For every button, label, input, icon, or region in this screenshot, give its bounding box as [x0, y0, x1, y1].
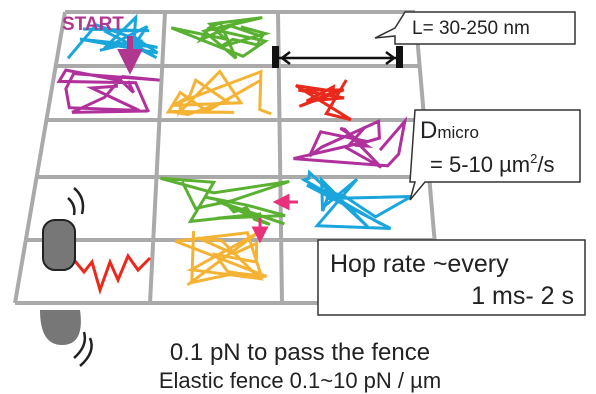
probe-shadow: [40, 310, 81, 345]
particle-probe: [43, 220, 75, 270]
dmicro-symbol: D: [420, 117, 437, 144]
length-end: [396, 46, 403, 68]
caption: 0.1 pN to pass the fence: [170, 339, 430, 366]
trajectory: [59, 70, 160, 112]
diagram: L= 30-250 nm Dmicro = 5-10 µm2/s Hop rat…: [0, 0, 596, 394]
trajectory: [70, 255, 150, 290]
start-label: START: [62, 14, 124, 35]
dmicro-exponent: 2: [530, 151, 537, 166]
trajectory: [304, 173, 411, 229]
length-end: [272, 46, 279, 68]
trajectory: [168, 72, 271, 115]
length-label: L= 30-250 nm: [412, 18, 530, 39]
dmicro-prefix: = 5-10 µm: [430, 152, 530, 177]
hop-rate-line: Hop rate ~every: [330, 250, 509, 278]
dmicro-subscript: micro: [437, 123, 479, 142]
motion-arcs: [68, 188, 83, 215]
trajectory: [171, 18, 265, 59]
trajectory: [161, 178, 290, 224]
dmicro-suffix: /s: [537, 152, 554, 177]
trajectory: [294, 121, 405, 167]
trajectory: [296, 80, 351, 120]
hop-rate-line: 1 ms- 2 s: [471, 282, 574, 310]
caption: Elastic fence 0.1~10 pN / µm: [159, 368, 441, 393]
